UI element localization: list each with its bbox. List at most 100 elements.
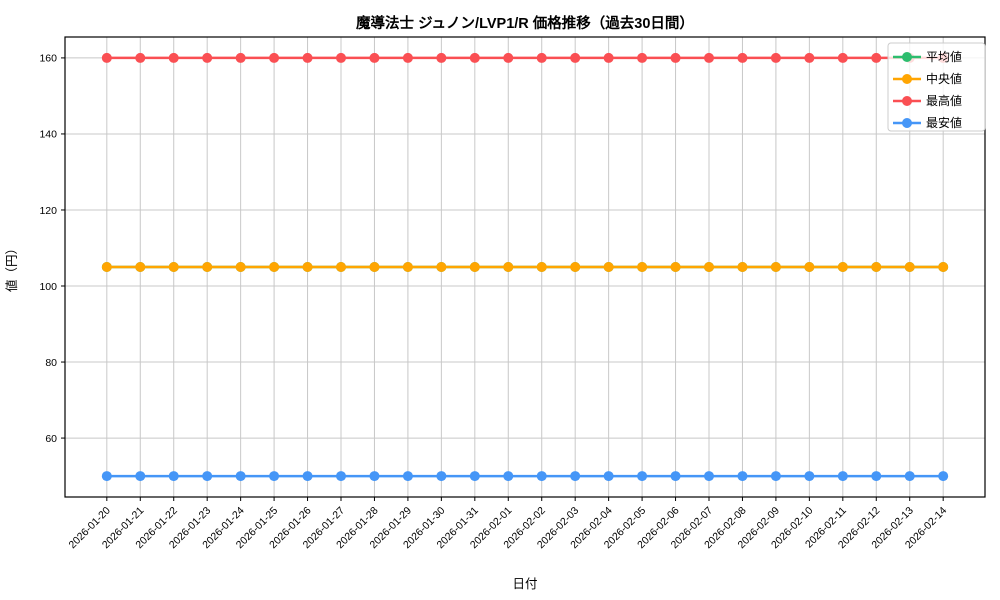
data-point-min: [402, 471, 413, 482]
data-point-min: [670, 471, 681, 482]
data-point-median: [804, 262, 815, 272]
data-point-max: [202, 52, 213, 63]
data-point-median: [737, 262, 748, 272]
legend-marker-max: [902, 96, 912, 106]
data-point-median: [369, 262, 380, 272]
data-point-min: [837, 471, 848, 482]
data-point-min: [770, 471, 781, 482]
data-point-median: [302, 262, 313, 272]
data-point-min: [938, 471, 949, 482]
data-point-max: [804, 52, 815, 63]
data-point-min: [436, 471, 447, 482]
data-point-median: [904, 262, 915, 272]
data-point-max: [235, 52, 246, 63]
data-point-median: [637, 262, 648, 272]
data-point-min: [871, 471, 882, 482]
data-point-max: [670, 52, 681, 63]
data-point-median: [436, 262, 447, 272]
data-point-min: [235, 471, 246, 482]
data-point-min: [101, 471, 112, 482]
data-point-min: [135, 471, 146, 482]
data-point-max: [704, 52, 714, 63]
y-tick-label: 100: [39, 281, 57, 293]
y-tick-label: 160: [39, 53, 57, 65]
data-point-min: [536, 471, 547, 482]
data-point-median: [135, 262, 146, 272]
data-point-median: [503, 262, 514, 272]
legend-label-min: 最安値: [926, 115, 962, 130]
data-point-min: [570, 471, 581, 482]
data-point-median: [871, 262, 882, 272]
legend-item-median: 中央値: [893, 71, 962, 86]
data-point-median: [837, 262, 848, 272]
data-point-median: [770, 262, 781, 272]
legend-label-max: 最高値: [926, 93, 962, 108]
legend-item-average: 平均値: [893, 49, 962, 64]
data-point-max: [503, 52, 514, 63]
data-point-max: [436, 52, 447, 63]
data-point-min: [168, 471, 179, 482]
data-point-max: [837, 52, 848, 63]
data-point-max: [536, 52, 547, 63]
data-point-min: [336, 471, 346, 482]
data-point-max: [603, 52, 614, 63]
data-point-median: [469, 262, 480, 272]
series-median: [101, 262, 949, 272]
data-point-median: [269, 262, 280, 272]
data-point-max: [302, 52, 313, 63]
y-tick-label: 80: [45, 357, 57, 369]
y-tick-label: 120: [39, 205, 57, 217]
legend-item-max: 最高値: [893, 93, 962, 108]
data-point-median: [938, 262, 949, 272]
data-point-max: [269, 52, 280, 63]
legend-item-min: 最安値: [893, 115, 962, 130]
data-point-max: [770, 52, 781, 63]
data-point-max: [101, 52, 112, 63]
y-tick-label: 60: [45, 433, 57, 445]
data-point-median: [202, 262, 213, 272]
series-min: [101, 471, 949, 482]
data-point-max: [871, 52, 882, 63]
data-point-median: [235, 262, 246, 272]
data-point-max: [469, 52, 480, 63]
legend-box: [887, 42, 986, 132]
data-point-median: [704, 262, 714, 272]
chart-title: 魔導法士 ジュノン/LVP1/R 価格推移（過去30日間）: [356, 14, 694, 32]
data-point-max: [737, 52, 748, 63]
data-point-min: [704, 471, 714, 482]
legend-marker-min: [902, 118, 912, 128]
data-point-median: [101, 262, 112, 272]
legend-marker-median: [902, 74, 912, 84]
data-point-max: [570, 52, 581, 63]
y-tick-label: 140: [39, 129, 57, 141]
legend-label-median: 中央値: [926, 71, 962, 86]
data-point-min: [369, 471, 380, 482]
data-point-min: [269, 471, 280, 482]
data-point-min: [202, 471, 213, 482]
data-point-max: [336, 52, 346, 63]
data-point-max: [135, 52, 146, 63]
data-point-min: [904, 471, 915, 482]
data-point-max: [637, 52, 648, 63]
data-point-min: [804, 471, 815, 482]
data-point-median: [670, 262, 681, 272]
y-axis-label: 値（円）: [4, 242, 19, 292]
data-point-max: [402, 52, 413, 63]
data-point-median: [168, 262, 179, 272]
data-point-median: [402, 262, 413, 272]
series-max: [101, 52, 949, 63]
data-point-min: [503, 471, 514, 482]
data-point-median: [603, 262, 614, 272]
legend-label-average: 平均値: [926, 49, 962, 64]
data-point-min: [637, 471, 648, 482]
data-point-min: [737, 471, 748, 482]
x-axis-label: 日付: [512, 577, 537, 591]
data-point-median: [336, 262, 346, 272]
data-point-median: [570, 262, 581, 272]
data-point-max: [168, 52, 179, 63]
data-point-median: [536, 262, 547, 272]
legend-marker-average: [902, 52, 912, 62]
chart-layers: 60801001201401602026-01-202026-01-212026…: [39, 36, 986, 551]
